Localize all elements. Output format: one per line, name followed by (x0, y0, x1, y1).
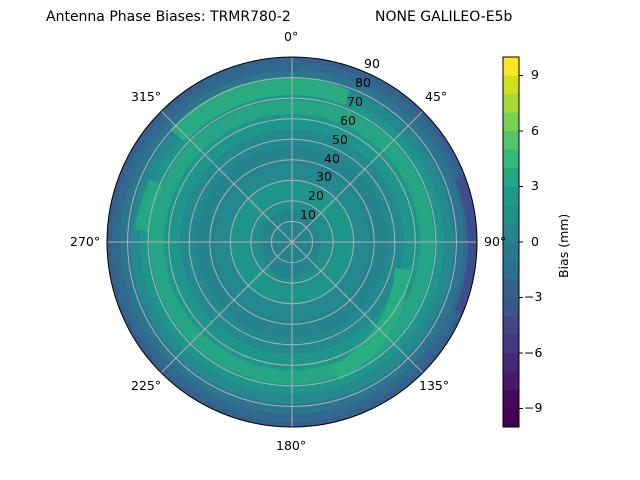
radial-label-30: 30 (316, 169, 332, 184)
colorbar-tick-6: 6 (531, 123, 539, 138)
colorbar-tick-minus-9: −9 (524, 400, 543, 415)
colorbar-tick-9: 9 (531, 67, 539, 82)
angle-label-315: 315° (131, 89, 162, 104)
radial-label-80: 80 (355, 75, 371, 90)
radial-label-90: 90 (364, 56, 380, 71)
radial-label-60: 60 (340, 113, 356, 128)
colorbar-tick-minus-6: −6 (524, 345, 543, 360)
chart-title-left: Antenna Phase Biases: TRMR780-2 (46, 9, 291, 25)
radial-label-70: 70 (347, 94, 363, 109)
colorbar-label: Bias (mm) (556, 213, 571, 278)
angle-label-45: 45° (425, 89, 448, 104)
radial-label-50: 50 (332, 132, 348, 147)
polar-frame (106, 56, 478, 428)
angle-label-180: 180° (276, 438, 307, 453)
colorbar-tick-3: 3 (531, 178, 539, 193)
angle-label-0: 0° (284, 29, 299, 44)
colorbar-tick-0: 0 (531, 234, 539, 249)
colorbar (502, 56, 523, 428)
angle-label-135: 135° (419, 378, 450, 393)
radial-label-40: 40 (324, 151, 340, 166)
chart-title-right: NONE GALILEO-E5b (375, 9, 513, 25)
angle-label-90: 90° (484, 234, 507, 249)
colorbar-tick-minus-3: −3 (524, 289, 543, 304)
radial-label-10: 10 (300, 207, 316, 222)
radial-label-20: 20 (308, 188, 324, 203)
angle-label-270: 270° (70, 234, 101, 249)
angular-grid (107, 57, 477, 427)
angle-label-225: 225° (131, 378, 162, 393)
